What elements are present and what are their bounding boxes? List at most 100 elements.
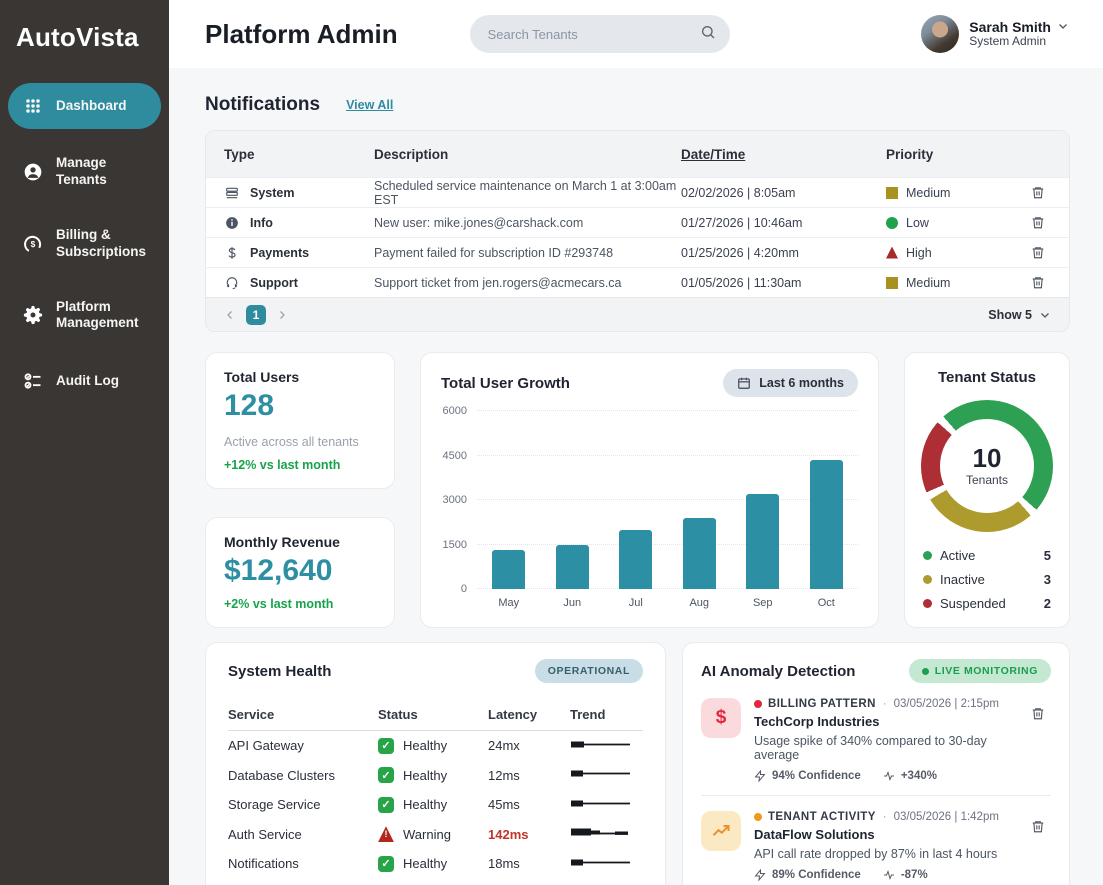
stat-value: 128: [224, 389, 275, 422]
tenant-status-card: Tenant Status 10 Tenants Active 5: [904, 352, 1070, 628]
date-range-button[interactable]: Last 6 months: [723, 369, 858, 397]
delete-icon[interactable]: [1025, 270, 1051, 296]
notification-description: Support ticket from jen.rogers@acmecars.…: [374, 275, 622, 290]
status-check-icon: ✓: [378, 767, 394, 784]
search-icon[interactable]: [700, 24, 716, 45]
notification-datetime: 01/05/2026 | 11:30am: [681, 275, 802, 290]
notification-datetime: 02/02/2026 | 8:05am: [681, 185, 796, 200]
bar-may: [492, 550, 526, 589]
delete-icon[interactable]: [1025, 180, 1051, 206]
prev-page-icon[interactable]: [224, 309, 236, 321]
service-row: API Gateway ✓ Healthy 24mx: [228, 731, 643, 761]
legend-item: Suspended 2: [923, 596, 1051, 611]
bar-jun: [555, 544, 589, 589]
status-check-icon: ✓: [378, 796, 394, 813]
stat-title: Monthly Revenue: [224, 534, 340, 550]
delete-icon[interactable]: [1025, 813, 1051, 839]
legend-value: 5: [1043, 548, 1051, 563]
notification-description: New user: mike.jones@carshack.com: [374, 215, 584, 230]
service-name: API Gateway: [228, 738, 304, 754]
next-page-icon[interactable]: [276, 309, 288, 321]
checklist-icon: [22, 370, 44, 392]
operational-badge: OPERATIONAL: [534, 659, 643, 683]
anomaly-item: TENANT ACTIVITY · 03/05/2026 | 1:42pm Da…: [701, 795, 1051, 885]
page-number[interactable]: 1: [246, 304, 266, 325]
sidebar: AutoVista Dashboard Manage Tenants $ Bil…: [0, 0, 169, 885]
user-menu[interactable]: Sarah Smith System Admin: [921, 15, 1069, 53]
sidebar-item-dashboard[interactable]: Dashboard: [8, 83, 161, 129]
table-row[interactable]: Payments Payment failed for subscription…: [206, 237, 1069, 267]
priority-marker: [886, 276, 898, 289]
sidebar-item-label: Manage Tenants: [56, 155, 107, 187]
legend-value: 2: [1043, 596, 1051, 611]
priority-marker: [886, 186, 898, 199]
service-row: Notifications ✓ Healthy 18ms: [228, 849, 643, 879]
grid-icon: [22, 95, 44, 117]
priority-label: Low: [906, 215, 929, 230]
x-tick-label: Oct: [817, 597, 835, 609]
sidebar-item-platform-management[interactable]: Platform Management: [8, 287, 161, 345]
anomaly-category: BILLING PATTERN: [768, 698, 876, 710]
gridline: [477, 543, 858, 545]
svg-text:$: $: [31, 239, 36, 249]
status-label: Healthy: [403, 767, 448, 783]
legend-label: Inactive: [940, 572, 985, 587]
show-count-select[interactable]: Show 5: [988, 308, 1051, 322]
activity-icon: [883, 870, 894, 880]
service-row: Storage Service ✓ Healthy 45ms: [228, 790, 643, 820]
column-description: Description: [374, 146, 449, 162]
view-all-link[interactable]: View All: [346, 98, 394, 112]
table-row[interactable]: Info New user: mike.jones@carshack.com 0…: [206, 207, 1069, 237]
table-row[interactable]: System Scheduled service maintenance on …: [206, 177, 1069, 207]
category-dot: [754, 813, 762, 821]
gear-icon: [22, 304, 44, 326]
anomaly-tenant-name: DataFlow Solutions: [754, 827, 875, 842]
anomaly-description: Usage spike of 340% compared to 30-day a…: [754, 734, 987, 762]
legend-dot: [923, 599, 932, 608]
status-warning-icon: ✓: [378, 826, 394, 842]
trend-sparkline: [571, 770, 630, 777]
delete-icon[interactable]: [1025, 700, 1051, 726]
search-bar[interactable]: [469, 15, 730, 53]
donut-center-label: Tenants: [965, 473, 1009, 487]
notifications-table: Type Description Date/Time Priority Syst…: [205, 130, 1070, 332]
stat-title: Total Users: [224, 369, 300, 385]
table-row[interactable]: Support Support ticket from jen.rogers@a…: [206, 267, 1069, 297]
bar-jul: [619, 529, 653, 589]
notification-type: Support: [250, 275, 298, 290]
total-users-card: Total Users 128 Active across all tenant…: [205, 352, 395, 489]
activity-icon: [883, 771, 894, 781]
column-priority: Priority: [886, 146, 934, 162]
chevron-down-icon: [1041, 312, 1049, 318]
table-footer: 1 Show 5: [206, 297, 1069, 331]
category-dot: [754, 700, 762, 708]
donut-center-value: 10: [972, 443, 1002, 473]
delete-icon[interactable]: [1025, 210, 1051, 236]
donut-legend: Active 5 Inactive 3 Suspended 2: [919, 548, 1055, 611]
column-datetime[interactable]: Date/Time: [681, 146, 746, 162]
brand-logo: AutoVista: [16, 22, 139, 52]
sidebar-item-manage-tenants[interactable]: Manage Tenants: [8, 143, 161, 201]
sidebar-item-billing[interactable]: $ Billing & Subscriptions: [8, 215, 161, 273]
sidebar-item-label: Dashboard: [56, 97, 127, 113]
stat-delta: +2% vs last month: [224, 597, 334, 611]
column-status: Status: [378, 707, 418, 722]
trend-sparkline: [571, 741, 630, 748]
search-input[interactable]: [487, 26, 700, 42]
y-tick-label: 1500: [442, 538, 467, 551]
stat-subtitle: Active across all tenants: [224, 435, 359, 449]
legend-label: Suspended: [940, 596, 1006, 611]
anomaly-datetime: 03/05/2026 | 2:15pm: [893, 698, 999, 710]
y-tick-label: 6000: [442, 405, 467, 417]
trending-up-icon: [701, 811, 741, 851]
chevron-down-icon[interactable]: [1057, 19, 1069, 35]
user-growth-card: Total User Growth Last 6 months 0 1500 300…: [420, 352, 879, 628]
change-value: -87%: [900, 869, 928, 881]
avatar[interactable]: [921, 15, 960, 53]
sidebar-item-audit-log[interactable]: Audit Log: [8, 358, 161, 404]
delete-icon[interactable]: [1025, 240, 1051, 266]
sidebar-item-label: Audit Log: [56, 372, 119, 388]
status-check-icon: ✓: [378, 737, 394, 754]
x-tick-label: May: [498, 597, 520, 609]
column-trend: Trend: [570, 707, 606, 722]
